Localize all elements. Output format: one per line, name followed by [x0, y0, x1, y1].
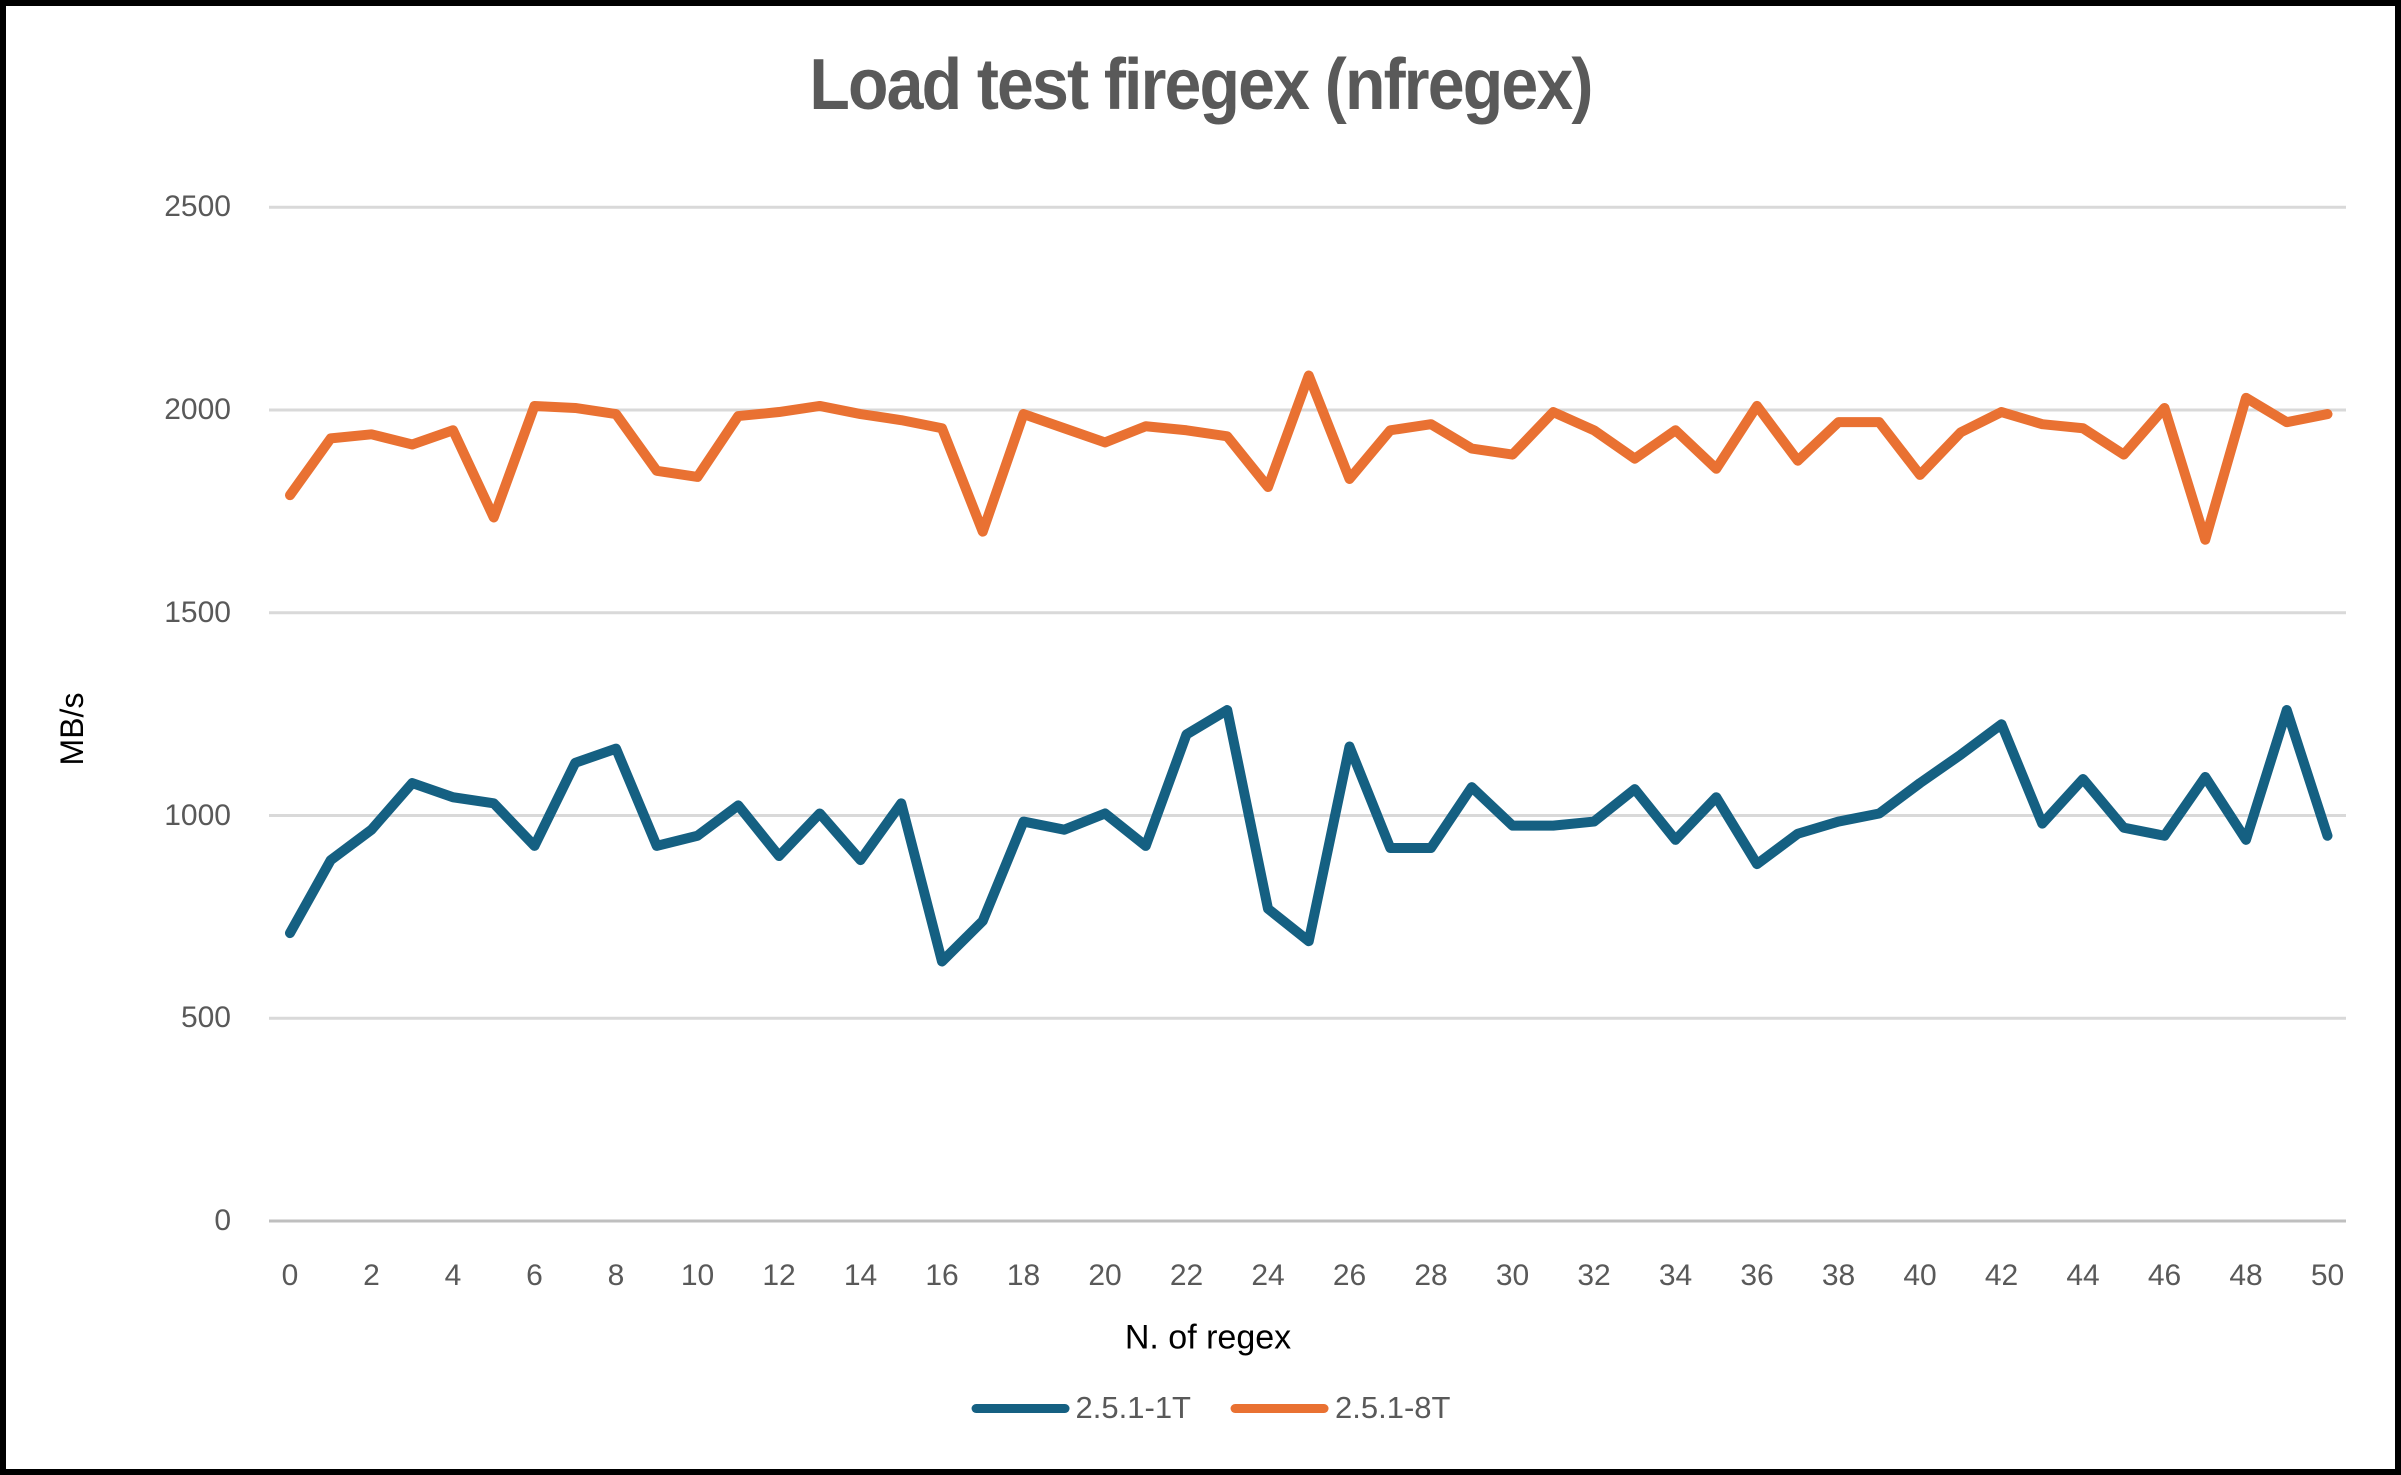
x-tick-label-28: 28: [1414, 1259, 1448, 1292]
x-tick-label-40: 40: [1903, 1259, 1937, 1292]
series-lines: [285, 370, 2333, 967]
x-tick-label-46: 46: [2147, 1259, 2182, 1292]
y-tick-label-1000: 1000: [164, 798, 231, 832]
x-tick-label-4: 4: [444, 1259, 462, 1292]
legend: 2.5.1-1T 2.5.1-8T: [971, 1390, 1450, 1426]
x-tick-label-20: 20: [1088, 1259, 1122, 1292]
x-tick-label-50: 50: [2310, 1259, 2345, 1292]
x-tick-label-2: 2: [363, 1259, 380, 1292]
legend-swatch-8t-icon: [1231, 1403, 1329, 1413]
x-tick-label-38: 38: [1821, 1259, 1856, 1292]
plot-area: [269, 205, 2346, 1223]
x-tick-label-18: 18: [1006, 1259, 1041, 1292]
y-tick-label-1500: 1500: [164, 595, 231, 629]
x-tick-label-34: 34: [1658, 1259, 1693, 1292]
x-tick-label-30: 30: [1495, 1259, 1530, 1292]
x-tick-label-8: 8: [607, 1259, 625, 1292]
x-tick-label-16: 16: [925, 1259, 959, 1292]
gridlines: [269, 205, 2346, 1223]
x-tick-label-42: 42: [1984, 1259, 2019, 1292]
legend-swatch-1t-icon: [971, 1403, 1070, 1413]
x-tick-label-36: 36: [1740, 1259, 1774, 1292]
x-tick-label-32: 32: [1577, 1259, 1611, 1292]
legend-item-1t: 2.5.1-1T: [971, 1390, 1191, 1426]
legend-item-8t: 2.5.1-8T: [1231, 1390, 1450, 1426]
y-tick-label-0: 0: [214, 1204, 231, 1237]
x-tick-label-44: 44: [2066, 1259, 2100, 1292]
x-tick-label-0: 0: [281, 1259, 299, 1292]
x-tick-label-12: 12: [762, 1259, 796, 1292]
legend-label-1t: 2.5.1-1T: [1075, 1390, 1191, 1425]
y-tick-label-500: 500: [180, 1001, 231, 1035]
series-line-2.5.1-1T: [285, 705, 2333, 967]
chart-title: Load test firegex (nfregex): [809, 45, 1593, 125]
x-axis-title: N. of regex: [1124, 1318, 1292, 1357]
legend-label-8t: 2.5.1-8T: [1335, 1390, 1451, 1425]
x-tick-label-24: 24: [1251, 1259, 1285, 1292]
series-line-2.5.1-8T: [285, 370, 2333, 545]
y-tick-label-2000: 2000: [164, 393, 231, 426]
x-tick-label-14: 14: [843, 1259, 878, 1292]
x-tick-label-48: 48: [2229, 1259, 2263, 1292]
x-tick-label-22: 22: [1169, 1259, 1204, 1292]
x-tick-label-26: 26: [1332, 1259, 1367, 1292]
x-tick-label-10: 10: [680, 1259, 715, 1292]
y-axis-title: MB/s: [53, 692, 90, 766]
y-tick-label-2500: 2500: [164, 190, 231, 224]
x-tick-label-6: 6: [526, 1259, 543, 1292]
